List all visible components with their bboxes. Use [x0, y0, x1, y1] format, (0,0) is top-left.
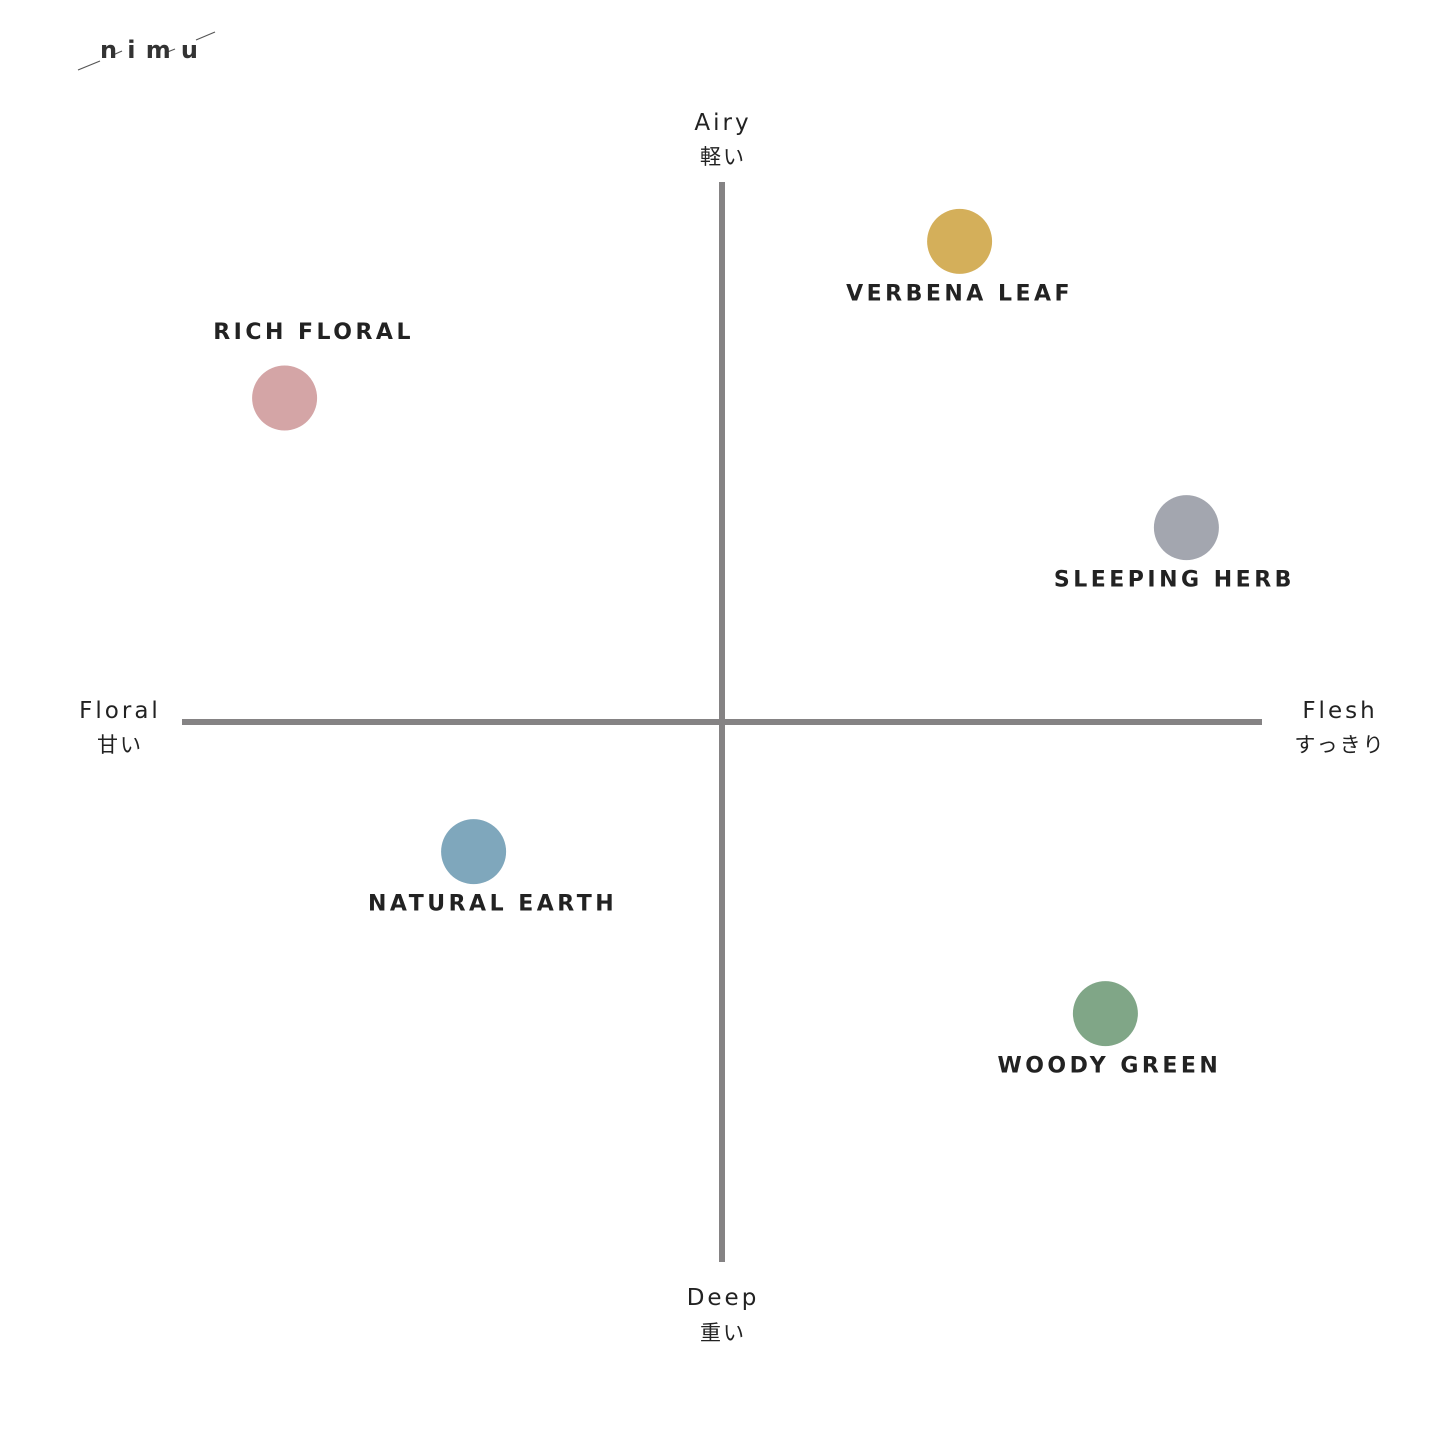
data-point-group: VERBENA LEAF	[846, 208, 1073, 306]
data-point-group: RICH FLORAL	[213, 320, 414, 431]
data-point	[1153, 495, 1219, 561]
data-point	[1072, 981, 1138, 1047]
data-point-group: NATURAL EARTH	[368, 819, 617, 917]
data-point-group: WOODY GREEN	[997, 981, 1221, 1079]
data-point	[252, 365, 318, 431]
data-point-label: RICH FLORAL	[213, 320, 414, 345]
axis-label-bottom: Deep	[687, 1285, 760, 1311]
data-point-label: WOODY GREEN	[997, 1054, 1221, 1079]
axis-label-left: Floral	[79, 698, 161, 724]
svg-text:n i m u: n i m u	[100, 36, 198, 64]
axis-label-jp-left: 甘い	[97, 733, 143, 757]
axis-label-jp-bottom: 重い	[700, 1321, 746, 1345]
data-point	[441, 819, 507, 885]
axis-label-jp-top: 軽い	[700, 145, 746, 169]
axis-label-right: Flesh	[1302, 698, 1377, 724]
data-point	[927, 208, 993, 274]
axis-label-jp-right: すっきり	[1294, 733, 1385, 757]
data-point-label: SLEEPING HERB	[1054, 568, 1295, 593]
data-point-label: VERBENA LEAF	[846, 281, 1073, 306]
nimu-logo: n i m u	[77, 31, 216, 71]
data-point-group: SLEEPING HERB	[1054, 495, 1295, 593]
axis-label-top: Airy	[694, 110, 751, 136]
data-point-label: NATURAL EARTH	[368, 892, 617, 917]
